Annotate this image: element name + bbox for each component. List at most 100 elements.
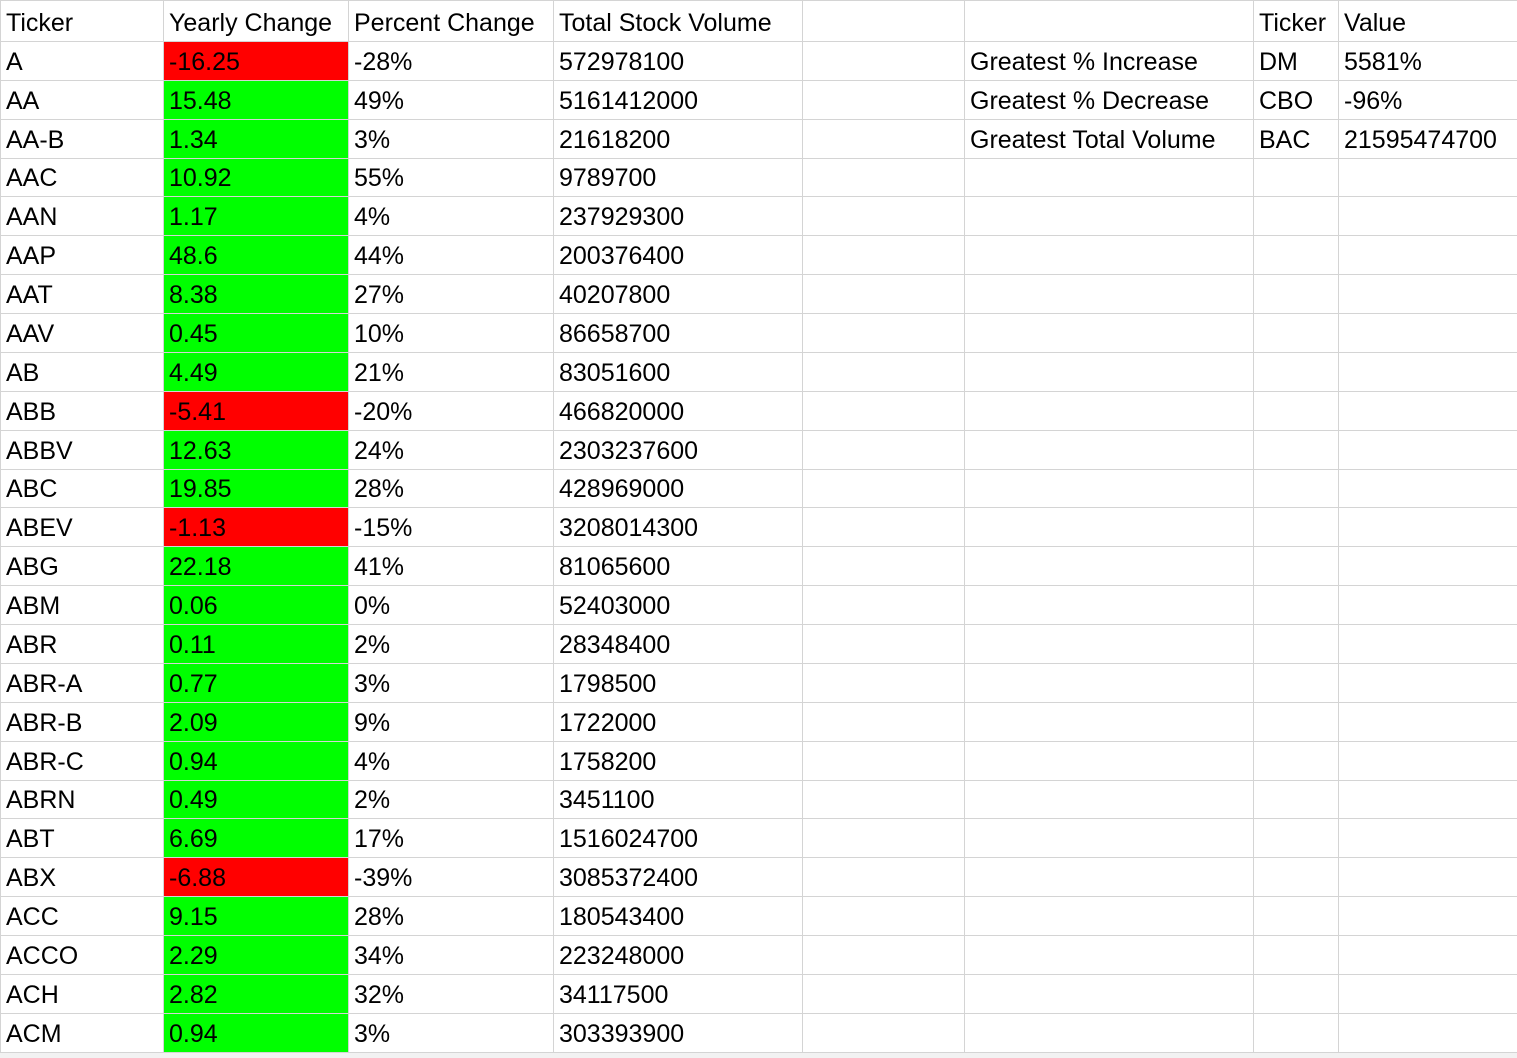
empty-cell[interactable] <box>1339 586 1517 625</box>
summary-ticker-cell[interactable]: BAC <box>1254 119 1339 158</box>
yearly-change-cell[interactable]: -5.41 <box>164 391 349 430</box>
empty-cell[interactable] <box>965 314 1254 353</box>
header-total-stock-volume[interactable]: Total Stock Volume <box>554 1 803 42</box>
yearly-change-cell[interactable]: 9.15 <box>164 897 349 936</box>
total-volume-cell[interactable]: 3085372400 <box>554 858 803 897</box>
yearly-change-cell[interactable]: 12.63 <box>164 430 349 469</box>
percent-change-cell[interactable]: 2% <box>349 625 554 664</box>
ticker-cell[interactable]: ABBV <box>1 430 164 469</box>
total-volume-cell[interactable]: 1798500 <box>554 663 803 702</box>
empty-cell[interactable] <box>1254 819 1339 858</box>
empty-cell[interactable] <box>965 780 1254 819</box>
empty-cell[interactable] <box>803 741 965 780</box>
yearly-change-cell[interactable]: 19.85 <box>164 469 349 508</box>
ticker-cell[interactable]: AAT <box>1 275 164 314</box>
empty-cell[interactable] <box>803 508 965 547</box>
yearly-change-cell[interactable]: 0.45 <box>164 314 349 353</box>
percent-change-cell[interactable]: 41% <box>349 547 554 586</box>
percent-change-cell[interactable]: 0% <box>349 586 554 625</box>
empty-cell[interactable] <box>1254 780 1339 819</box>
total-volume-cell[interactable]: 572978100 <box>554 41 803 80</box>
empty-cell[interactable] <box>965 663 1254 702</box>
empty-cell[interactable] <box>1254 897 1339 936</box>
empty-cell[interactable] <box>965 936 1254 975</box>
empty-cell[interactable] <box>965 1013 1254 1052</box>
summary-header-value[interactable]: Value <box>1339 1 1517 42</box>
empty-cell[interactable] <box>1339 469 1517 508</box>
yearly-change-cell[interactable]: 6.69 <box>164 819 349 858</box>
yearly-change-cell[interactable]: 48.6 <box>164 236 349 275</box>
empty-cell[interactable] <box>965 547 1254 586</box>
empty-cell[interactable] <box>1339 663 1517 702</box>
empty-cell[interactable] <box>1254 236 1339 275</box>
empty-cell[interactable] <box>1339 741 1517 780</box>
ticker-cell[interactable]: AA <box>1 80 164 119</box>
empty-cell[interactable] <box>1339 936 1517 975</box>
ticker-cell[interactable]: ABB <box>1 391 164 430</box>
total-volume-cell[interactable]: 466820000 <box>554 391 803 430</box>
empty-cell[interactable] <box>1339 819 1517 858</box>
percent-change-cell[interactable]: 21% <box>349 352 554 391</box>
percent-change-cell[interactable]: -20% <box>349 391 554 430</box>
total-volume-cell[interactable]: 2303237600 <box>554 430 803 469</box>
empty-cell[interactable] <box>1254 1013 1339 1052</box>
total-volume-cell[interactable]: 3208014300 <box>554 508 803 547</box>
yearly-change-cell[interactable]: 8.38 <box>164 275 349 314</box>
empty-cell[interactable] <box>803 936 965 975</box>
yearly-change-cell[interactable]: 0.94 <box>164 1013 349 1052</box>
ticker-cell[interactable]: AAP <box>1 236 164 275</box>
empty-cell[interactable] <box>965 819 1254 858</box>
empty-cell[interactable] <box>1254 158 1339 197</box>
yearly-change-cell[interactable]: 2.82 <box>164 974 349 1013</box>
percent-change-cell[interactable]: 9% <box>349 702 554 741</box>
empty-cell[interactable] <box>965 586 1254 625</box>
yearly-change-cell[interactable]: 2.29 <box>164 936 349 975</box>
summary-value-cell[interactable]: -96% <box>1339 80 1517 119</box>
empty-cell[interactable] <box>1254 275 1339 314</box>
empty-cell[interactable] <box>1339 158 1517 197</box>
empty-cell[interactable] <box>1254 741 1339 780</box>
empty-cell[interactable] <box>1254 469 1339 508</box>
ticker-cell[interactable]: A <box>1 41 164 80</box>
yearly-change-cell[interactable]: -1.13 <box>164 508 349 547</box>
empty-cell[interactable] <box>1339 1013 1517 1052</box>
empty-cell[interactable] <box>1339 974 1517 1013</box>
empty-cell[interactable] <box>1254 391 1339 430</box>
empty-cell[interactable] <box>1339 897 1517 936</box>
percent-change-cell[interactable]: 24% <box>349 430 554 469</box>
ticker-cell[interactable]: AAC <box>1 158 164 197</box>
total-volume-cell[interactable]: 28348400 <box>554 625 803 664</box>
yearly-change-cell[interactable]: 1.17 <box>164 197 349 236</box>
ticker-cell[interactable]: ABR-A <box>1 663 164 702</box>
summary-value-cell[interactable]: 21595474700 <box>1339 119 1517 158</box>
ticker-cell[interactable]: ABX <box>1 858 164 897</box>
empty-cell[interactable] <box>803 586 965 625</box>
percent-change-cell[interactable]: 4% <box>349 197 554 236</box>
empty-cell[interactable] <box>1254 197 1339 236</box>
yearly-change-cell[interactable]: 1.34 <box>164 119 349 158</box>
empty-cell[interactable] <box>1339 430 1517 469</box>
yearly-change-cell[interactable]: 0.49 <box>164 780 349 819</box>
total-volume-cell[interactable]: 52403000 <box>554 586 803 625</box>
empty-cell[interactable] <box>803 625 965 664</box>
empty-cell[interactable] <box>965 391 1254 430</box>
yearly-change-cell[interactable]: 0.77 <box>164 663 349 702</box>
percent-change-cell[interactable]: 3% <box>349 119 554 158</box>
summary-label-cell[interactable]: Greatest Total Volume <box>965 119 1254 158</box>
yearly-change-cell[interactable]: 2.09 <box>164 702 349 741</box>
percent-change-cell[interactable]: -28% <box>349 41 554 80</box>
ticker-cell[interactable]: ACM <box>1 1013 164 1052</box>
yearly-change-cell[interactable]: -6.88 <box>164 858 349 897</box>
empty-cell[interactable] <box>1339 275 1517 314</box>
empty-cell[interactable] <box>803 119 965 158</box>
total-volume-cell[interactable]: 237929300 <box>554 197 803 236</box>
empty-cell[interactable] <box>803 1 965 42</box>
empty-cell[interactable] <box>965 508 1254 547</box>
empty-cell[interactable] <box>965 197 1254 236</box>
empty-cell[interactable] <box>803 702 965 741</box>
empty-cell[interactable] <box>803 275 965 314</box>
summary-ticker-cell[interactable]: DM <box>1254 41 1339 80</box>
empty-cell[interactable] <box>1254 936 1339 975</box>
empty-cell[interactable] <box>1339 858 1517 897</box>
empty-cell[interactable] <box>803 780 965 819</box>
